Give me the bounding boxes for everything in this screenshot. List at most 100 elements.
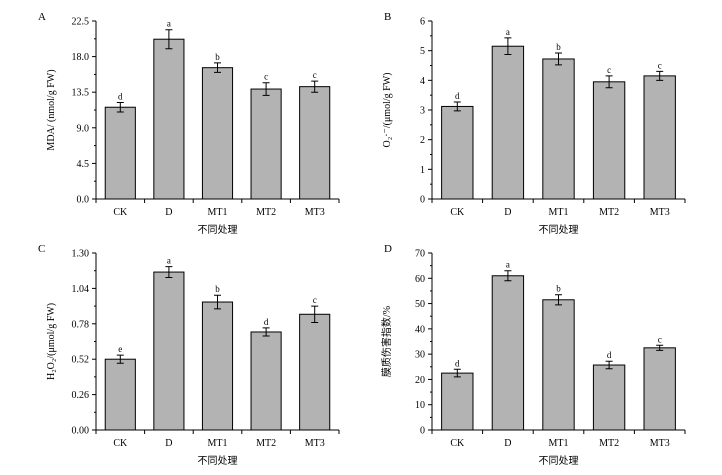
panel-c-bar [104, 358, 136, 431]
panel-d-ytick-label: 40 [415, 324, 425, 335]
panel-c-ytick-label: 0.26 [72, 390, 90, 401]
panel-c-ytick-label: 1.30 [72, 249, 90, 260]
panel-a-error-bar [165, 29, 173, 50]
panel-b-xtick-label: MT2 [599, 207, 619, 218]
panel-a-sig-letter: c [264, 72, 268, 82]
panel-a-xtick-label: MT1 [208, 207, 228, 218]
panel-d-bar [592, 364, 626, 431]
panel-c-xtick-label: MT1 [208, 438, 228, 449]
panel-b-xtick-labels: CK D MT1 MT2 MT3 [450, 207, 669, 218]
panel-d-ytick-label: 10 [415, 400, 425, 411]
panel-d-xtick-label: MT1 [549, 438, 569, 449]
panel-a-xtick-label: MT3 [305, 207, 325, 218]
panel-b-sig-letters: d a b c c [455, 27, 662, 101]
panel-c-letter: C [38, 243, 45, 255]
panel-c-sig-letters: e a b d c [118, 256, 316, 355]
panel-c-ytick-label: 1.04 [72, 284, 90, 295]
panel-b: B 0 1 2 3 4 5 6 CK D MT1 MT2 MT3 d a b c… [382, 11, 686, 236]
panel-a-letter: A [38, 11, 46, 23]
panel-d-ytick-label: 0 [420, 426, 425, 437]
panel-a-xtick-label: MT2 [256, 207, 276, 218]
panel-b-xtick-label: MT1 [549, 207, 569, 218]
panel-a-sig-letter: b [215, 52, 220, 62]
panel-a-bar [104, 106, 136, 200]
panel-b-ylabel: O₂·⁻/(μmol/g FW) [382, 73, 393, 148]
panel-a-sig-letters: d a b c c [118, 19, 317, 102]
panel-c-xtick-label: D [165, 438, 172, 449]
panel-d-sig-letters: d a b d c [455, 260, 662, 369]
panel-a-error-bar [214, 62, 221, 73]
panel-a-ytick-label: 18.0 [72, 52, 90, 63]
panel-b-xtick-label: CK [450, 207, 465, 218]
panel-c-bar [201, 301, 234, 431]
panel-c-error-bar [116, 354, 124, 364]
panel-b-error-bar [453, 101, 461, 112]
panel-a-xtick-label: D [165, 207, 172, 218]
panel-b-error-bar [555, 52, 562, 66]
panel-b-sig-letter: d [455, 91, 460, 101]
panel-c-sig-letter: e [118, 344, 122, 354]
panel-c-error-bar [262, 327, 270, 337]
panel-d-bar [441, 372, 474, 431]
panel-a-sig-letter: a [167, 19, 171, 29]
panel-b-error-bar [656, 70, 664, 81]
panel-d: D 0 10 20 30 40 50 60 70 CK D MT1 MT2 MT… [380, 243, 686, 467]
panel-c-error-bar [165, 266, 173, 279]
panel-a-ytick-label: 9.0 [77, 123, 90, 134]
panel-b-bar [441, 105, 474, 200]
panel-c-xtick-label: MT2 [256, 438, 276, 449]
panel-d-error-bar [555, 294, 562, 306]
panel-d-error-bar [656, 344, 664, 351]
panel-b-ytick-labels: 0 1 2 3 4 5 6 [420, 17, 425, 206]
panel-a-ytick-label: 13.5 [72, 88, 90, 99]
panel-a-error-bar [262, 82, 270, 96]
panel-d-xlabel: 不同处理 [539, 455, 579, 467]
panel-b-ytick-label: 0 [420, 195, 425, 206]
panel-b-xtick-label: MT3 [650, 207, 670, 218]
panel-d-sig-letter: a [506, 260, 510, 270]
panel-a-ytick-labels: 0.0 4.5 9.0 13.5 18.0 22.5 [72, 17, 90, 206]
panel-b-sig-letter: c [607, 65, 611, 75]
panel-a-ylabel: MDA/ (nmol/g FW) [46, 69, 57, 150]
panel-d-bar [491, 275, 525, 431]
panel-c-sig-letter: b [215, 284, 220, 294]
panel-a-bar [201, 67, 234, 200]
panel-d-bar [643, 347, 676, 431]
panel-b-bar [542, 58, 575, 200]
panel-d-ytick-label: 50 [415, 299, 425, 310]
panel-c-xtick-label: MT3 [305, 438, 325, 449]
panel-a-error-bar [116, 101, 124, 113]
panel-c-sig-letter: a [167, 256, 171, 266]
panel-b-bar [491, 45, 525, 200]
panel-a-bar [299, 86, 331, 200]
panel-c-ytick-label: 0.78 [72, 319, 90, 330]
panel-a-xlabel: 不同处理 [198, 224, 238, 236]
panel-c-error-bar [311, 305, 319, 323]
panel-c-bar [299, 313, 331, 431]
panel-b-ytick-label: 6 [420, 17, 425, 28]
panel-c-xlabel: 不同处理 [198, 455, 238, 467]
panel-c: C 0.00 0.26 0.52 0.78 1.04 1.30 CK D MT1… [38, 243, 340, 467]
panel-d-xtick-label: MT3 [650, 438, 670, 449]
panel-c-sig-letter: d [264, 317, 269, 327]
panel-c-xtick-labels: CK D MT1 MT2 MT3 [113, 438, 324, 449]
panel-d-ytick-label: 60 [415, 274, 425, 285]
panel-d-bar [542, 299, 575, 431]
panel-a-error-bar [311, 80, 319, 93]
panel-b-xtick-label: D [504, 207, 511, 218]
panel-d-xtick-label: CK [450, 438, 465, 449]
panel-d-ylabel: 膜质伤害指数/% [380, 306, 393, 377]
panel-d-xtick-label: D [504, 438, 511, 449]
panel-b-sig-letter: c [658, 60, 662, 70]
panel-c-xtick-label: CK [113, 438, 128, 449]
panel-b-ytick-label: 1 [420, 165, 425, 176]
panel-a-ytick-label: 4.5 [77, 159, 90, 170]
panel-c-error-bar [214, 294, 221, 310]
panel-b-sig-letter: b [556, 42, 561, 52]
panel-c-ytick-label: 0.00 [72, 426, 90, 437]
panel-b-ytick-label: 2 [420, 135, 425, 146]
panel-c-bar [153, 271, 185, 431]
panel-d-error-bar [605, 360, 613, 370]
panel-d-ytick-label: 70 [415, 249, 425, 260]
panel-a-bar [250, 88, 282, 200]
